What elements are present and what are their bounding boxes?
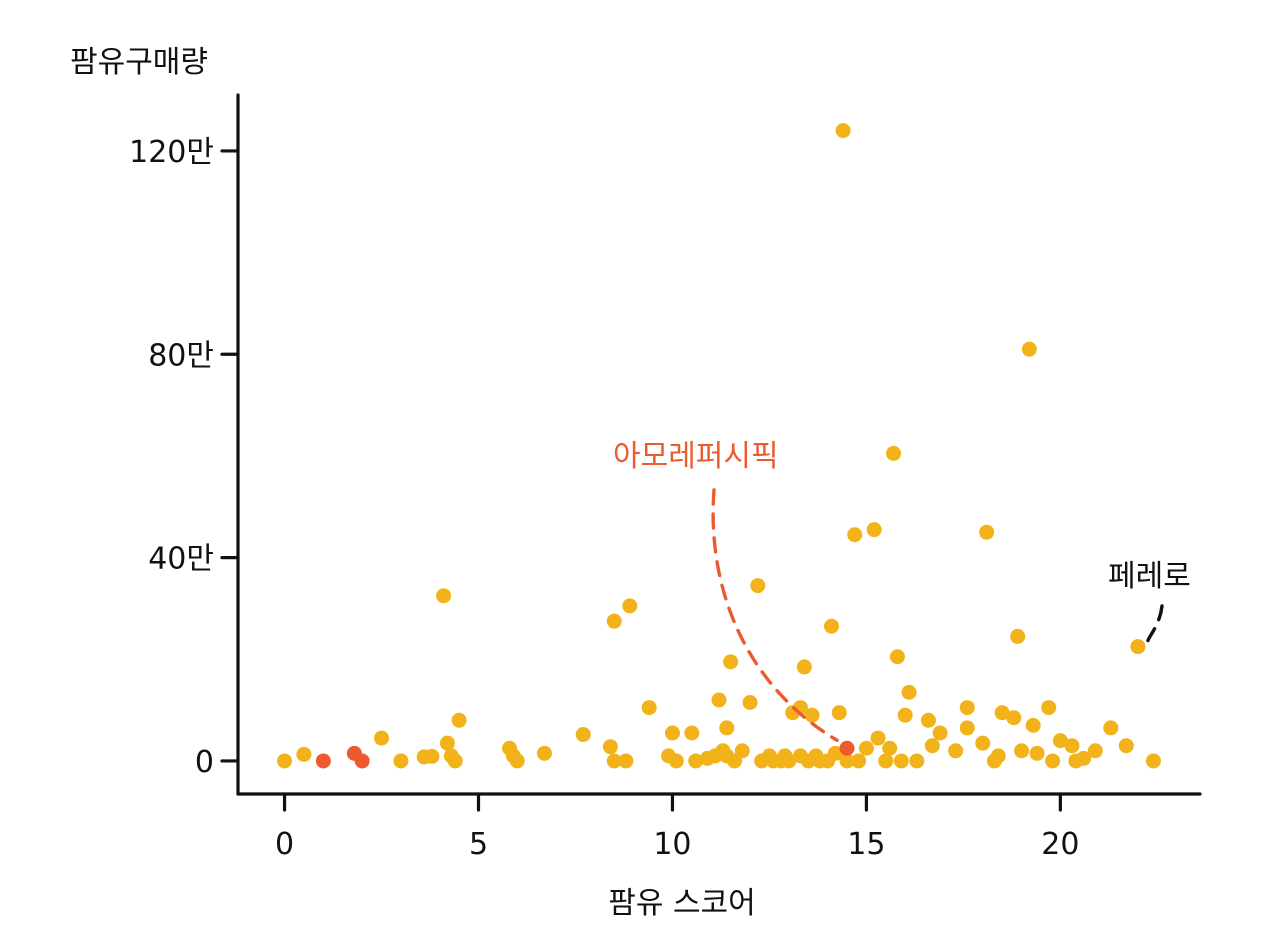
highlight-point-0 — [315, 753, 331, 769]
data-point-82 — [1006, 710, 1022, 726]
data-point-60 — [858, 740, 874, 756]
data-point-64 — [882, 740, 898, 756]
annotation-line-ferrero — [1146, 604, 1164, 643]
data-point-16 — [602, 739, 618, 755]
data-point-98 — [1145, 753, 1161, 769]
highlight-point-3 — [839, 740, 855, 756]
data-point-74 — [948, 743, 964, 759]
data-point-29 — [711, 692, 727, 708]
data-point-66 — [889, 649, 905, 665]
data-point-7 — [439, 735, 455, 751]
data-point-13 — [509, 753, 525, 769]
x-tick-label-0: 0 — [275, 827, 294, 862]
y-tick-label-0: 0 — [195, 745, 214, 780]
data-point-95 — [1103, 720, 1119, 736]
data-point-87 — [1029, 745, 1045, 761]
y-tick-label-1: 40만 — [148, 542, 214, 577]
data-point-24 — [668, 753, 684, 769]
data-point-35 — [734, 743, 750, 759]
data-point-78 — [979, 524, 995, 540]
highlight-point-2 — [354, 753, 370, 769]
data-point-23 — [664, 725, 680, 741]
data-point-80 — [990, 748, 1006, 764]
data-point-77 — [975, 735, 991, 751]
data-point-73 — [932, 725, 948, 741]
tick-labels: 0 40만 80만 120만 0 5 10 15 20 — [129, 135, 1079, 862]
data-point-49 — [804, 707, 820, 723]
data-point-93 — [1076, 750, 1092, 766]
data-point-85 — [1021, 341, 1037, 357]
x-tick-label-1: 5 — [469, 827, 488, 862]
annotation-layer — [711, 488, 1164, 742]
data-point-17 — [606, 753, 622, 769]
data-point-75 — [959, 700, 975, 716]
data-point-67 — [893, 753, 909, 769]
data-point-25 — [684, 725, 700, 741]
annotation-label-amorepacific: 아모레퍼시픽 — [613, 439, 779, 474]
y-tick-label-3: 120만 — [129, 135, 214, 170]
data-point-9 — [447, 753, 463, 769]
data-point-94 — [1087, 743, 1103, 759]
data-point-56 — [835, 123, 851, 139]
y-axis-label: 팜유구매량 — [70, 45, 208, 80]
data-point-61 — [866, 522, 882, 538]
data-point-14 — [536, 745, 552, 761]
data-point-90 — [1052, 733, 1068, 749]
data-point-57 — [839, 753, 855, 769]
data-point-2 — [374, 730, 390, 746]
data-point-68 — [897, 707, 913, 723]
data-point-69 — [901, 684, 917, 700]
data-point-97 — [1130, 639, 1146, 655]
data-point-0 — [277, 753, 293, 769]
data-point-59 — [851, 753, 867, 769]
data-point-76 — [959, 720, 975, 736]
data-point-26 — [688, 753, 704, 769]
data-point-53 — [823, 618, 839, 634]
data-point-31 — [719, 720, 735, 736]
data-point-54 — [827, 745, 843, 761]
data-point-19 — [618, 753, 634, 769]
data-point-88 — [1041, 700, 1057, 716]
data-point-65 — [886, 445, 902, 461]
data-point-71 — [920, 712, 936, 728]
data-point-5 — [424, 748, 440, 764]
x-axis-label: 팜유 스코어 — [608, 886, 756, 921]
data-point-37 — [750, 578, 766, 594]
data-point-6 — [436, 588, 452, 604]
data-point-91 — [1064, 738, 1080, 754]
data-point-1 — [296, 746, 312, 762]
data-point-15 — [575, 727, 591, 743]
data-point-83 — [1010, 628, 1026, 644]
axes — [220, 93, 1202, 812]
data-point-96 — [1118, 738, 1134, 754]
data-point-63 — [878, 753, 894, 769]
annotation-label-ferrero: 페레로 — [1108, 559, 1191, 594]
data-point-33 — [723, 654, 739, 670]
data-point-3 — [393, 753, 409, 769]
data-point-84 — [1014, 743, 1030, 759]
data-point-21 — [641, 700, 657, 716]
y-tick-label-2: 80만 — [148, 338, 214, 373]
data-point-36 — [742, 694, 758, 710]
chart-points — [277, 123, 1161, 769]
data-point-62 — [870, 730, 886, 746]
data-point-72 — [924, 738, 940, 754]
x-tick-label-2: 10 — [653, 827, 691, 862]
annotation-line-amorepacific — [711, 488, 839, 742]
data-point-70 — [909, 753, 925, 769]
data-point-10 — [451, 712, 467, 728]
data-point-18 — [606, 613, 622, 629]
data-point-34 — [727, 753, 743, 769]
data-point-81 — [994, 705, 1010, 721]
data-point-20 — [622, 598, 638, 614]
data-point-43 — [781, 753, 797, 769]
data-point-86 — [1025, 717, 1041, 733]
data-point-89 — [1045, 753, 1061, 769]
data-point-58 — [847, 527, 863, 543]
x-tick-label-4: 20 — [1041, 827, 1079, 862]
data-point-55 — [831, 705, 847, 721]
x-tick-label-3: 15 — [847, 827, 885, 862]
data-point-47 — [796, 659, 812, 675]
